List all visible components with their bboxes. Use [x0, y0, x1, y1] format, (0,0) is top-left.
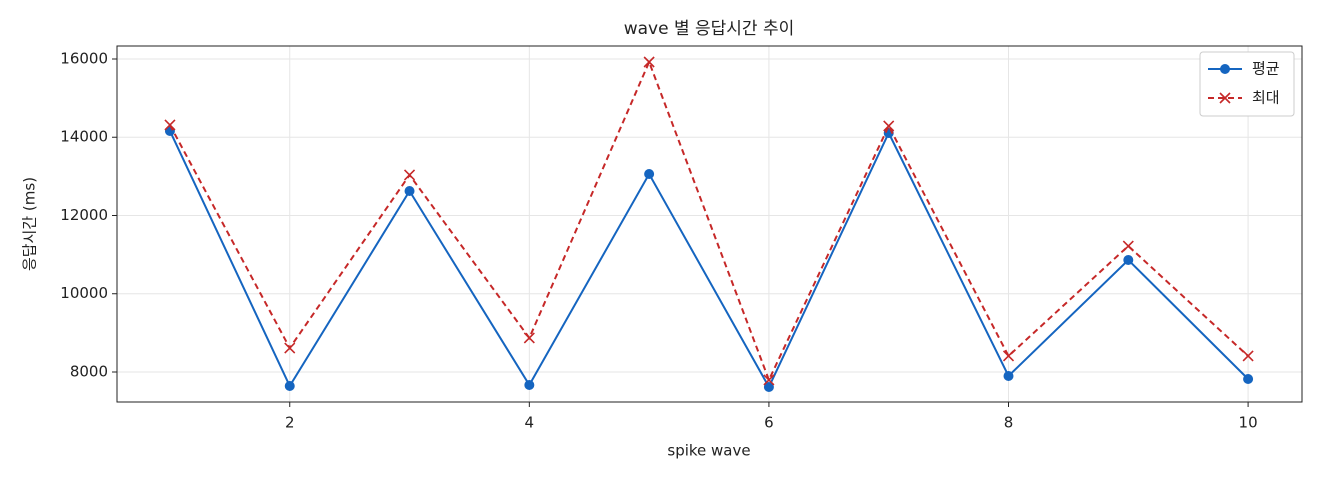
x-tick-label: 10 — [1239, 414, 1258, 432]
x-tick-label: 2 — [285, 414, 295, 432]
y-tick-label: 8000 — [70, 362, 108, 380]
x-tick-label: 8 — [1004, 414, 1014, 432]
point — [524, 379, 535, 390]
point — [1243, 373, 1254, 384]
y-tick-label: 14000 — [60, 128, 108, 146]
point — [1122, 240, 1134, 252]
point — [284, 342, 296, 354]
point — [763, 374, 775, 386]
y-axis-label: 응답시간 (ms) — [21, 177, 39, 271]
x-axis-label: spike wave — [667, 442, 750, 460]
y-tick-label: 10000 — [60, 284, 108, 302]
point — [523, 332, 535, 344]
point — [643, 56, 655, 68]
point — [763, 381, 774, 392]
point — [1003, 370, 1014, 381]
point — [1002, 350, 1015, 362]
chart-title: wave 별 응답시간 추이 — [624, 19, 795, 39]
point — [284, 380, 295, 391]
legend-label: 최대 — [1252, 89, 1280, 107]
legend-marker — [1220, 64, 1230, 74]
legend-marker — [1219, 92, 1231, 104]
x-tick-label: 6 — [764, 414, 774, 432]
x-tick-label: 4 — [525, 414, 535, 432]
y-tick-label: 16000 — [60, 49, 108, 67]
point — [164, 119, 176, 131]
point — [404, 185, 415, 196]
series-line — [169, 130, 1249, 390]
plot-frame — [116, 45, 1303, 403]
point — [644, 168, 655, 179]
y-tick-label: 12000 — [60, 206, 108, 224]
point — [1123, 254, 1134, 265]
point — [403, 169, 416, 181]
point — [883, 120, 895, 132]
point — [1242, 350, 1254, 362]
legend-label: 평균 — [1252, 60, 1280, 78]
series-line — [169, 59, 1249, 383]
legend-box — [1199, 51, 1295, 117]
